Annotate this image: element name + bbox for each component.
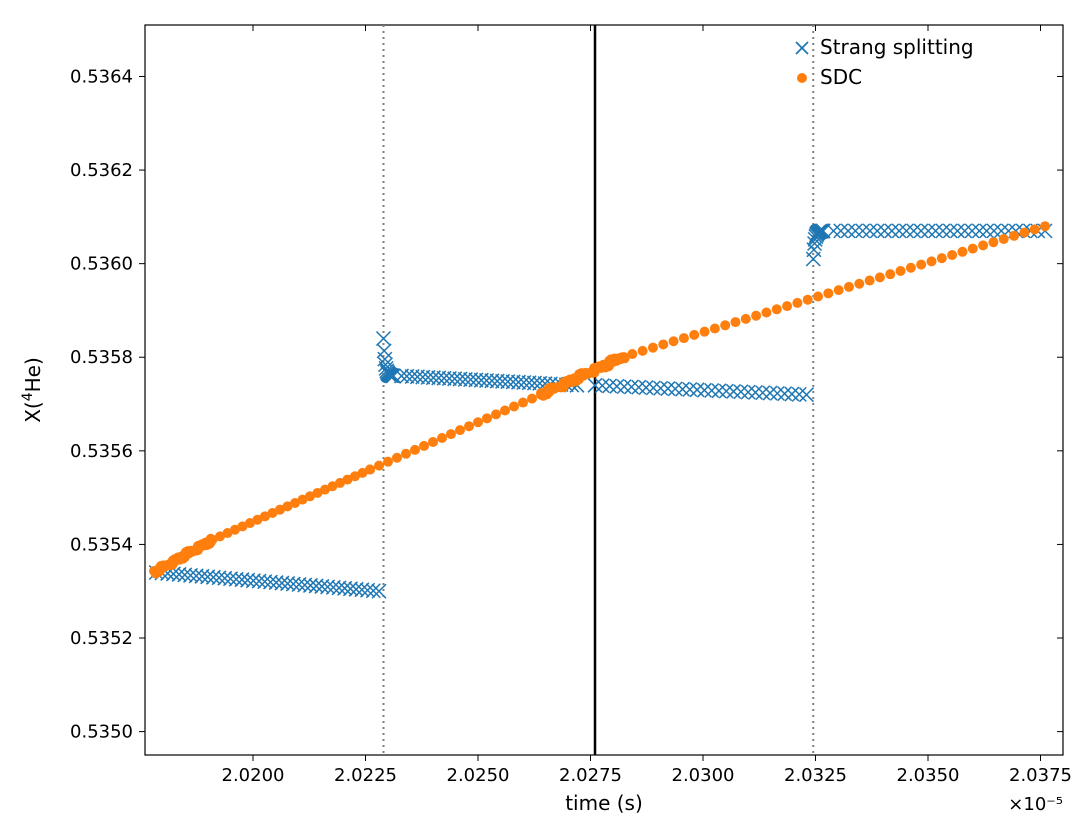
scatter-chart: 2.0200 2.0225 2.0250 2.0275 2.0300 2.0325 2.03… [0, 0, 1080, 840]
legend-label: Strang splitting [820, 35, 974, 59]
data-point [885, 269, 895, 279]
data-point [968, 244, 978, 254]
data-point [527, 394, 537, 404]
y-tick-label: 0.5352 [70, 628, 133, 649]
data-point [803, 295, 813, 305]
data-point [627, 349, 637, 359]
data-point [392, 453, 402, 463]
data-point [455, 425, 465, 435]
y-tick-label: 0.5362 [70, 160, 133, 181]
data-point [518, 398, 528, 408]
data-point [710, 323, 720, 333]
data-point [437, 433, 447, 443]
data-point [464, 421, 474, 431]
data-point [772, 304, 782, 314]
data-point [813, 292, 823, 302]
data-point [1040, 221, 1050, 231]
data-point [509, 402, 519, 412]
data-point [419, 441, 429, 451]
legend-label: SDC [820, 65, 862, 89]
data-point [679, 333, 689, 343]
data-point [1009, 231, 1019, 241]
data-point [365, 465, 375, 475]
data-point [428, 437, 438, 447]
data-point [797, 73, 807, 83]
x-offset-text: ×10⁻⁵ [1008, 794, 1063, 815]
data-point [834, 285, 844, 295]
data-point [658, 339, 668, 349]
x-axis-label: time (s) [565, 791, 643, 815]
y-tick-label: 0.5364 [70, 66, 133, 87]
data-point [473, 417, 483, 427]
data-point [751, 311, 761, 321]
y-tick-label: 0.5354 [70, 534, 133, 555]
data-point [988, 237, 998, 247]
x-tick-label: 2.0250 [447, 765, 510, 786]
data-point [741, 314, 751, 324]
data-point [401, 449, 411, 459]
data-point [844, 282, 854, 292]
data-point [947, 250, 957, 260]
x-tick-label: 2.0350 [897, 765, 960, 786]
y-tick-label: 0.5350 [70, 722, 133, 743]
x-tick-label: 2.0300 [672, 765, 735, 786]
chart-svg: 2.0200 2.0225 2.0250 2.0275 2.0300 2.0325 2.03… [0, 0, 1080, 840]
data-point [446, 429, 456, 439]
data-point [689, 330, 699, 340]
data-point [782, 301, 792, 311]
data-point [957, 247, 967, 257]
data-point [410, 445, 420, 455]
x-tick-label: 2.0275 [559, 765, 622, 786]
data-point [638, 346, 648, 356]
data-point [999, 234, 1009, 244]
data-point [865, 276, 875, 286]
x-tick-label: 2.0325 [784, 765, 847, 786]
data-point [823, 288, 833, 298]
data-point [669, 336, 679, 346]
x-tick-label: 2.0200 [222, 765, 285, 786]
data-point [383, 457, 393, 467]
data-point [720, 320, 730, 330]
data-point [906, 263, 916, 273]
data-point [875, 272, 885, 282]
x-tick-label: 2.0375 [1009, 765, 1072, 786]
data-point [854, 279, 864, 289]
data-point [927, 256, 937, 266]
data-point [916, 260, 926, 270]
data-point [500, 405, 510, 415]
data-point [648, 343, 658, 353]
data-point [1019, 228, 1029, 238]
data-point [374, 461, 384, 471]
data-point [896, 266, 906, 276]
data-point [937, 253, 947, 263]
y-tick-label: 0.5358 [70, 347, 133, 368]
data-point [761, 308, 771, 318]
data-point [482, 413, 492, 423]
data-point [792, 298, 802, 308]
y-axis-label: X(4He) [20, 357, 45, 423]
data-point [536, 390, 546, 400]
data-point [700, 327, 710, 337]
y-tick-label: 0.5356 [70, 441, 133, 462]
x-tick-label: 2.0225 [334, 765, 397, 786]
data-point [978, 240, 988, 250]
data-point [730, 317, 740, 327]
data-point [1030, 224, 1040, 234]
data-point [617, 352, 627, 362]
data-point [491, 409, 501, 419]
y-tick-label: 0.5360 [70, 254, 133, 275]
